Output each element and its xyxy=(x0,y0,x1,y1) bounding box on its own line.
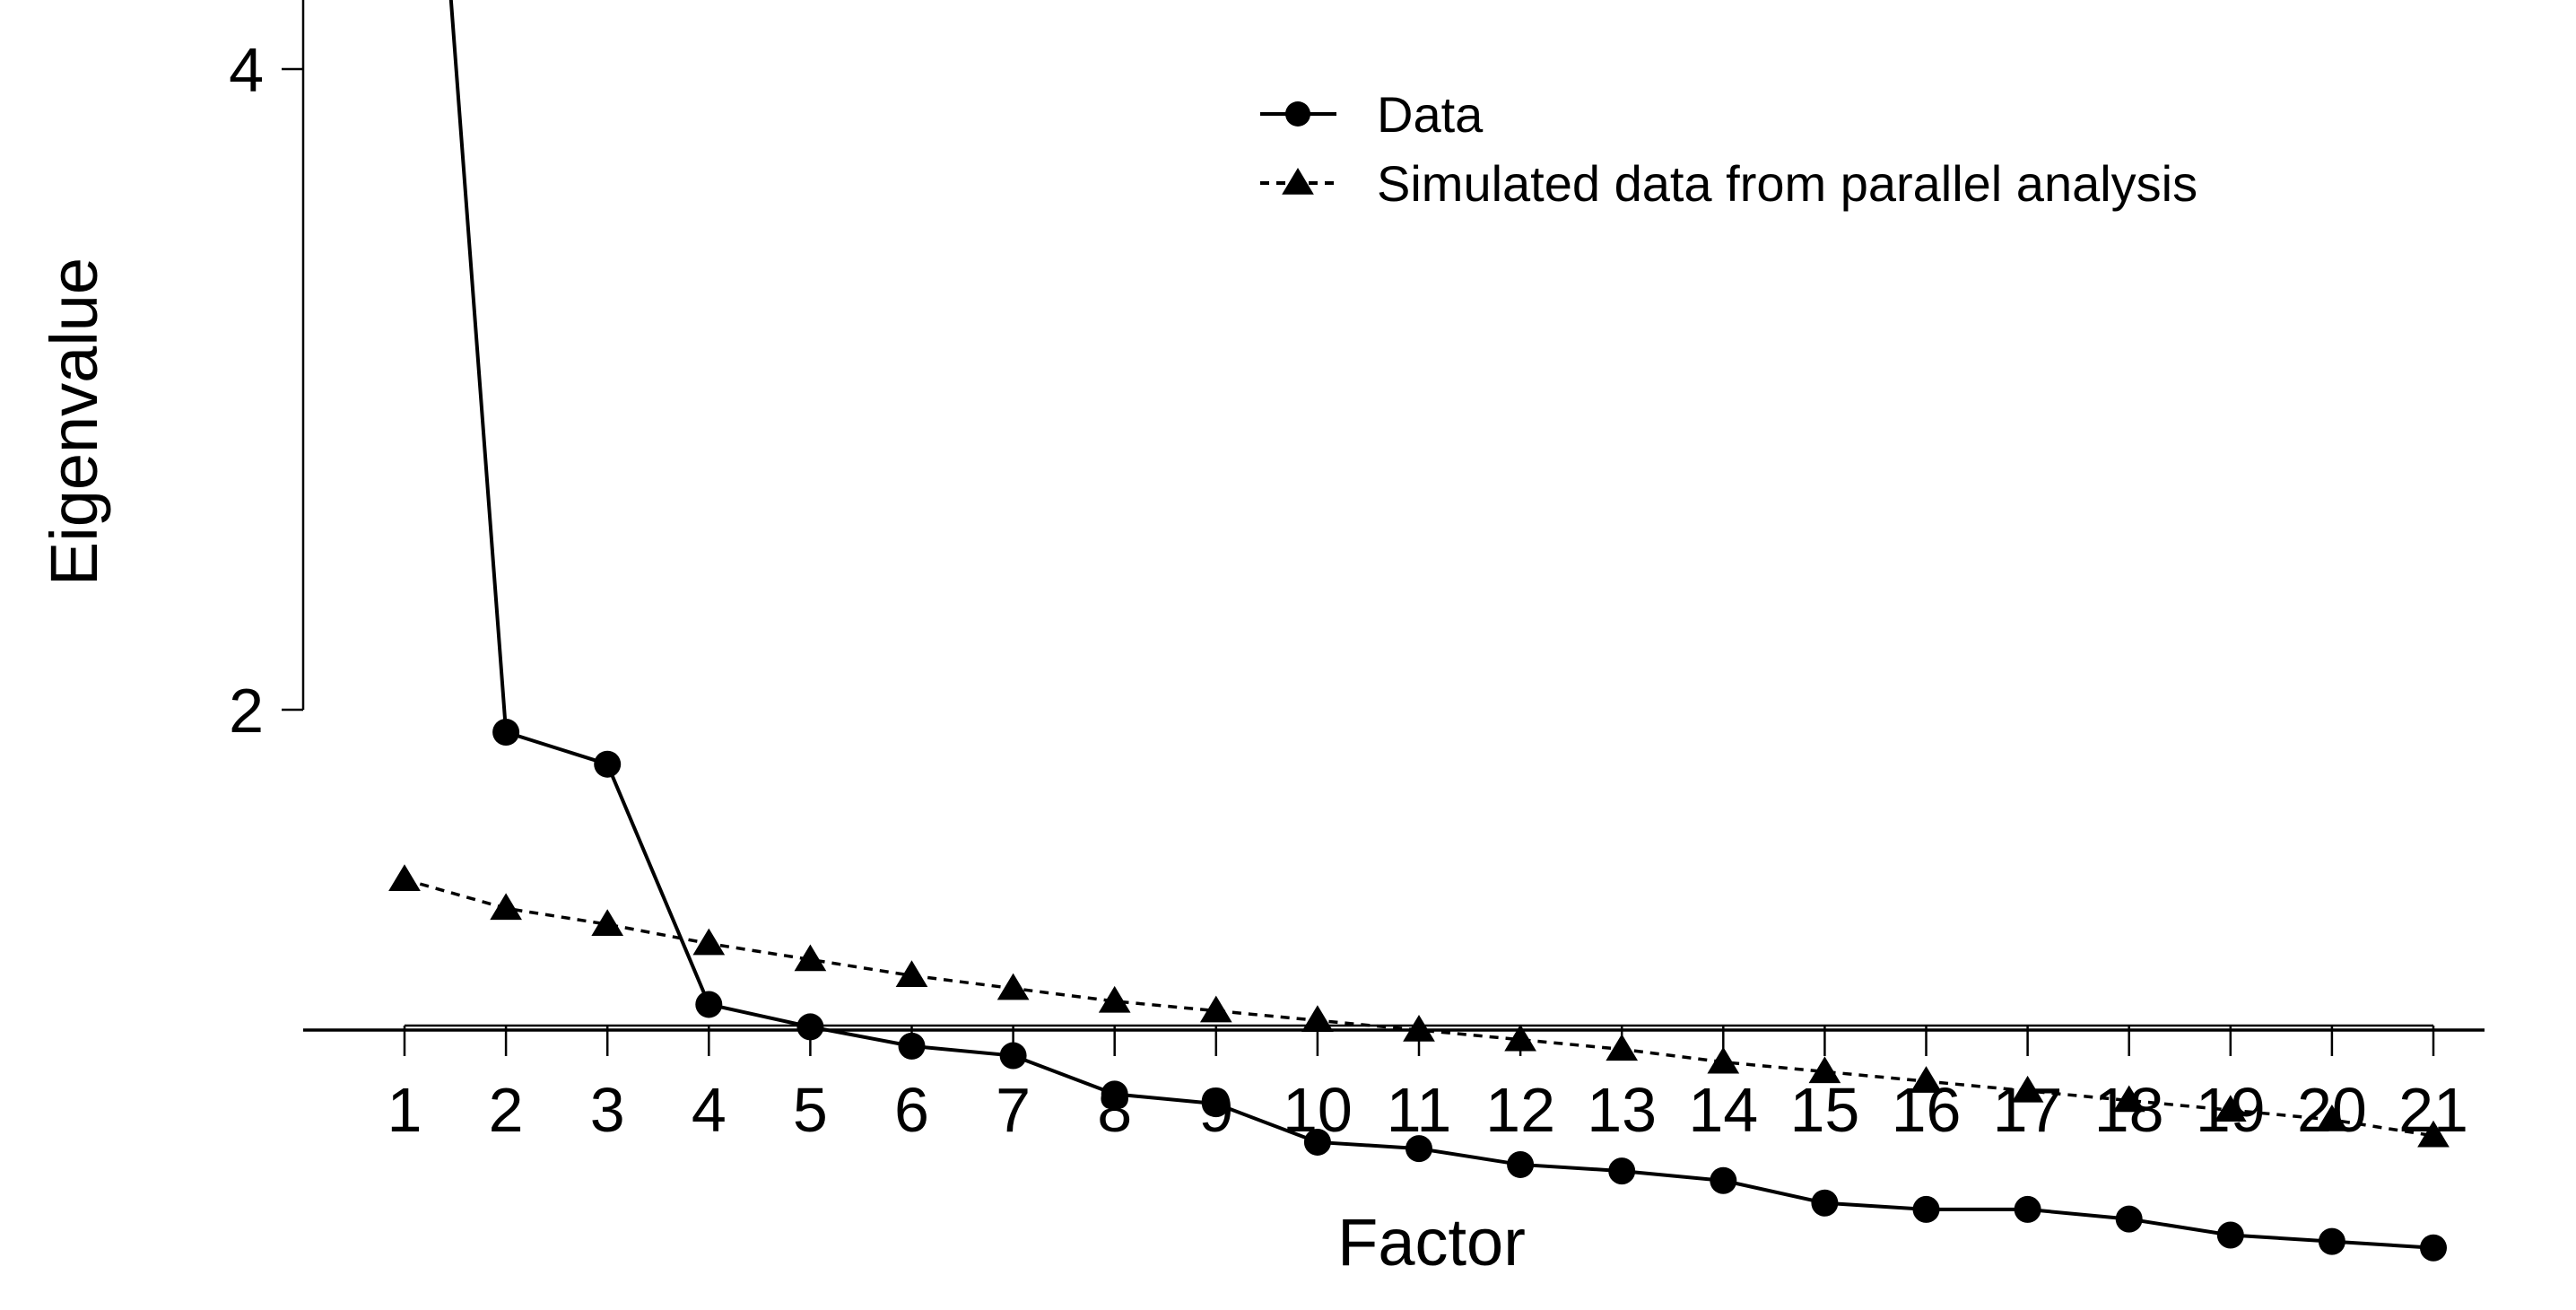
series-2-point-4 xyxy=(692,928,726,956)
series-2-point-18 xyxy=(2112,1085,2145,1113)
x-tick-label-1: 1 xyxy=(387,1075,422,1145)
series-2-point-1 xyxy=(388,864,421,891)
x-axis: 123456789101112131415161718192021 xyxy=(387,1024,2468,1145)
x-tick-label-14: 14 xyxy=(1688,1075,1758,1145)
series-2-point-8 xyxy=(1098,985,1131,1013)
series-2-point-2 xyxy=(490,893,522,921)
series-1-point-12 xyxy=(1507,1150,1535,1178)
x-tick-label-15: 15 xyxy=(1789,1075,1859,1145)
series-2-point-11 xyxy=(1403,1015,1435,1042)
legend-label-2: Simulated data from parallel analysis xyxy=(1377,155,2197,212)
series-1-point-17 xyxy=(2014,1195,2041,1223)
legend-label-1: Data xyxy=(1377,86,1484,143)
series-2-point-12 xyxy=(1504,1024,1536,1052)
series-2-point-7 xyxy=(996,973,1030,1000)
series-1-point-19 xyxy=(2216,1221,2244,1249)
x-tick-label-7: 7 xyxy=(996,1075,1031,1145)
series-2-point-9 xyxy=(1199,995,1232,1023)
series-2-point-10 xyxy=(1301,1005,1334,1033)
series-1-point-8 xyxy=(1101,1080,1128,1108)
series-2-point-15 xyxy=(1808,1056,1841,1084)
x-axis-title: Factor xyxy=(1337,1205,1526,1279)
x-tick-label-11: 11 xyxy=(1387,1075,1452,1145)
x-tick-label-5: 5 xyxy=(793,1075,828,1145)
series-1-point-11 xyxy=(1405,1135,1432,1163)
y-axis-title: Eigenvalue xyxy=(37,258,111,586)
y-axis: 246 xyxy=(229,0,305,746)
series-2-point-5 xyxy=(794,944,827,972)
series-2-point-13 xyxy=(1606,1034,1639,1061)
series-1-point-16 xyxy=(1912,1195,1940,1223)
series-1-point-5 xyxy=(796,1013,824,1041)
series-2-point-3 xyxy=(591,909,624,936)
series-1-point-7 xyxy=(999,1042,1027,1070)
y-tick-label-4: 4 xyxy=(229,35,264,105)
series-1-point-13 xyxy=(1608,1157,1636,1185)
legend-marker-circle-icon xyxy=(1285,101,1310,127)
series-2-point-21 xyxy=(2417,1120,2450,1148)
x-tick-label-4: 4 xyxy=(692,1075,727,1145)
series-1-point-14 xyxy=(1710,1166,1737,1194)
series-1-point-20 xyxy=(2318,1227,2345,1255)
series-2-point-16 xyxy=(1910,1066,1943,1093)
series-2-point-20 xyxy=(2316,1104,2348,1131)
series-1-point-6 xyxy=(898,1032,926,1060)
x-tick-label-6: 6 xyxy=(894,1075,929,1145)
series-1-point-9 xyxy=(1202,1090,1230,1118)
series-2-point-17 xyxy=(2011,1075,2044,1103)
series-1-point-21 xyxy=(2420,1234,2447,1262)
series-2-point-6 xyxy=(895,960,928,988)
series-1-point-4 xyxy=(695,991,723,1018)
series-2-point-19 xyxy=(2214,1095,2247,1122)
x-tick-label-3: 3 xyxy=(590,1075,625,1145)
series-1-point-3 xyxy=(594,750,622,778)
y-tick-label-2: 2 xyxy=(229,676,264,746)
legend: Data Simulated data from parallel analysi… xyxy=(1260,86,2197,212)
x-tick-label-12: 12 xyxy=(1485,1075,1555,1145)
x-tick-label-13: 13 xyxy=(1587,1075,1657,1145)
legend-marker-triangle-icon xyxy=(1282,168,1314,195)
series-1-point-15 xyxy=(1811,1189,1839,1217)
series-line-2 xyxy=(404,878,2434,1138)
series-2-point-14 xyxy=(1707,1046,1740,1074)
series-1-point-2 xyxy=(492,718,520,746)
series-1-point-18 xyxy=(2115,1205,2143,1233)
series-1-point-10 xyxy=(1303,1128,1331,1156)
series-group xyxy=(388,0,2450,1262)
x-tick-label-2: 2 xyxy=(489,1075,524,1145)
